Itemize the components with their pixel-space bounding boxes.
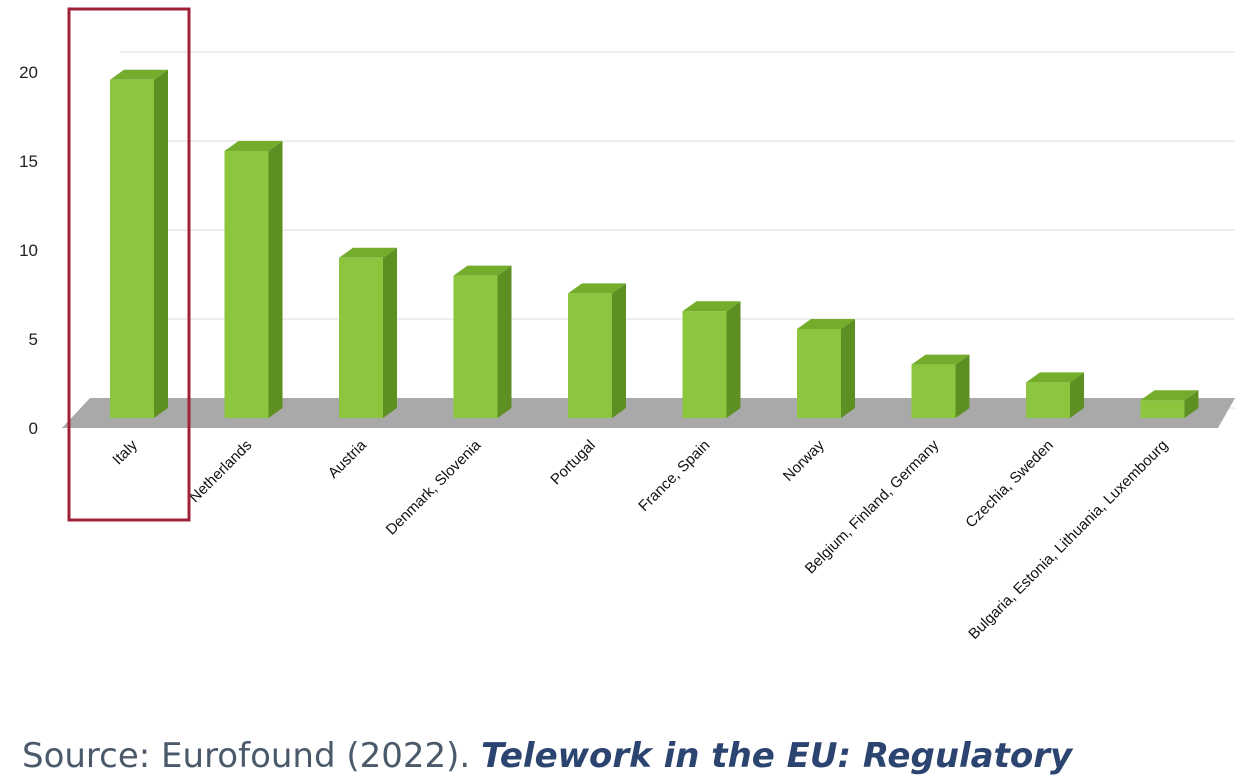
bars xyxy=(110,69,1199,419)
category-label: Austria xyxy=(325,436,370,481)
bar xyxy=(682,301,741,418)
y-tick-label: 5 xyxy=(29,330,38,349)
category-label: Belgium, Finland, Germany xyxy=(802,436,943,577)
bar xyxy=(224,141,283,418)
category-label: Portugal xyxy=(547,437,599,489)
category-label: Bulgaria, Estonia, Lithuania, Luxembourg xyxy=(965,437,1171,643)
bar xyxy=(339,247,397,418)
category-label: Denmark, Slovenia xyxy=(383,436,485,538)
y-tick-label: 15 xyxy=(19,152,38,171)
category-label: Czechia, Sweden xyxy=(962,437,1057,532)
category-label: Italy xyxy=(109,436,141,468)
category-label: Netherlands xyxy=(186,437,255,506)
bar xyxy=(911,354,970,418)
bar xyxy=(453,265,512,418)
highlight-box xyxy=(67,7,191,522)
highlight-rectangle xyxy=(67,7,191,522)
category-label: France, Spain xyxy=(635,437,713,515)
y-axis-ticks: 0 5 10 15 20 xyxy=(19,63,38,438)
gridlines xyxy=(120,51,1235,409)
bar xyxy=(568,283,626,418)
y-tick-label: 10 xyxy=(19,241,38,260)
source-caption: Source: Eurofound (2022). Telework in th… xyxy=(22,736,1072,776)
bar xyxy=(797,319,855,418)
category-label: Norway xyxy=(780,436,828,484)
source-prefix: Source: Eurofound (2022). xyxy=(22,736,482,776)
bar xyxy=(1026,372,1084,418)
bar xyxy=(1140,390,1199,418)
x-axis-labels: Italy Netherlands Austria Denmark, Slovenia… xyxy=(109,436,1171,642)
y-tick-label: 20 xyxy=(19,63,38,82)
y-tick-label: 0 xyxy=(29,419,38,438)
bar xyxy=(110,69,168,419)
source-title: Telework in the EU: Regulatory xyxy=(481,736,1073,776)
